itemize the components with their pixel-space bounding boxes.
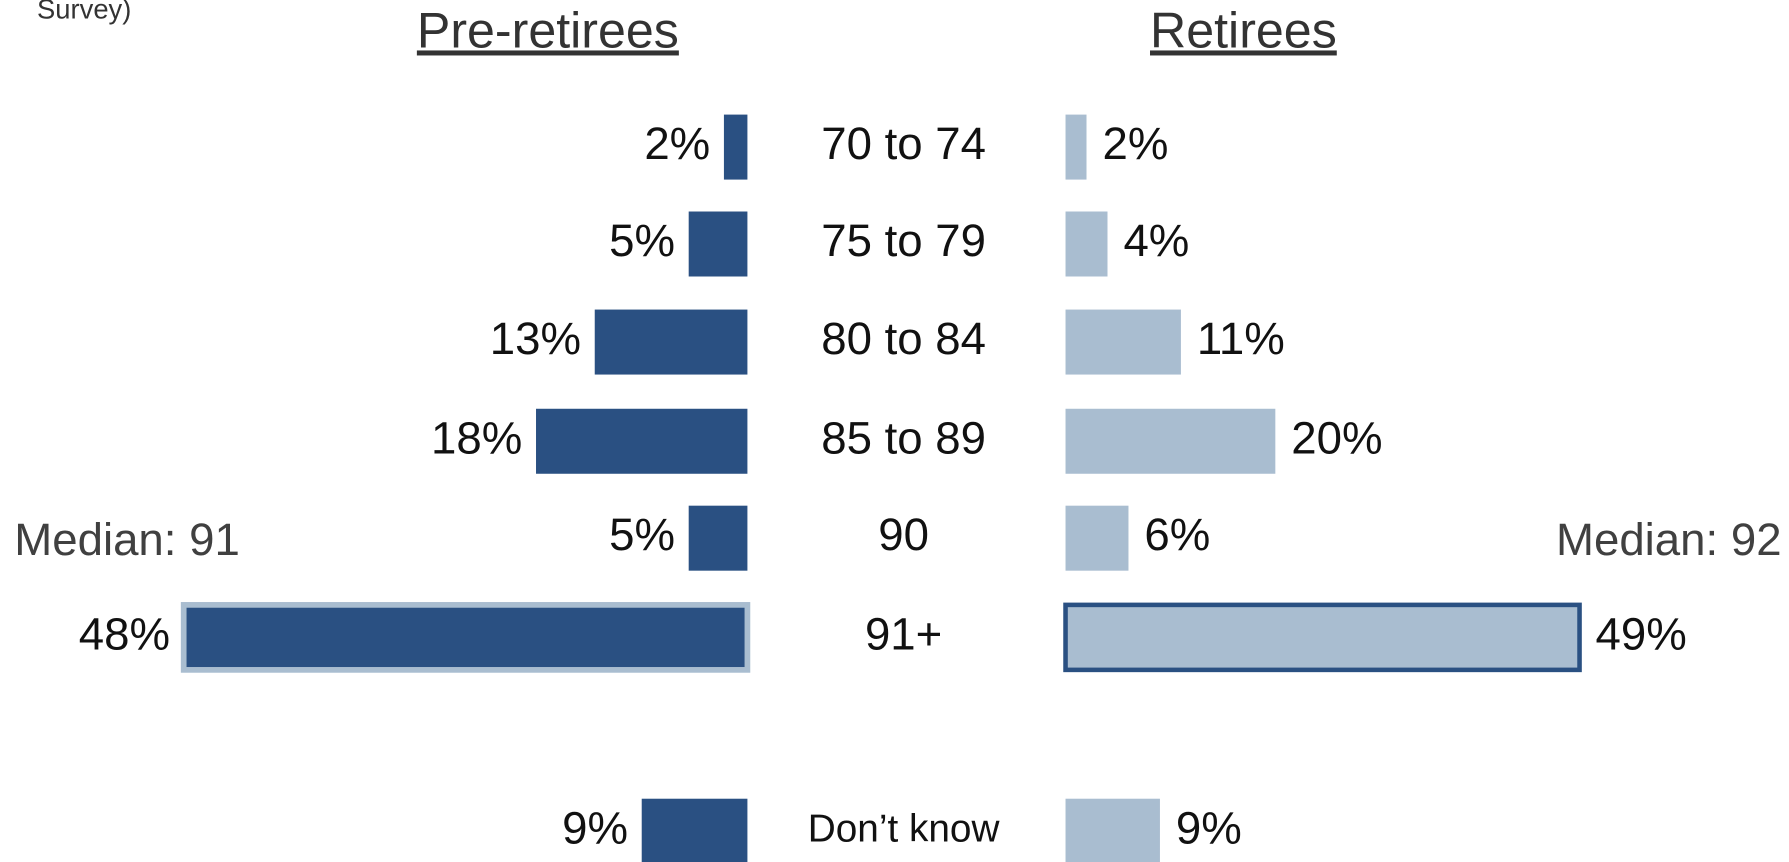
value-label: 20% xyxy=(1291,412,1382,463)
bar xyxy=(688,211,748,277)
category-label: 80 to 84 xyxy=(821,313,986,364)
value-label: 13% xyxy=(490,313,581,364)
series-title: Retirees xyxy=(1150,2,1337,58)
median-annotation: Median: 92 xyxy=(1556,514,1782,565)
value-label: 18% xyxy=(431,412,522,463)
bar xyxy=(1063,602,1582,673)
bar xyxy=(723,114,748,180)
value-label: 11% xyxy=(1197,313,1285,364)
subtitle: Survey) xyxy=(37,0,131,25)
value-label: 9% xyxy=(1176,802,1242,853)
value-label: 5% xyxy=(609,215,675,266)
bar xyxy=(1065,798,1160,862)
category-label: 91+ xyxy=(865,608,942,659)
bar xyxy=(1065,309,1181,375)
bar xyxy=(1065,211,1108,277)
series-title: Pre-retirees xyxy=(417,2,679,58)
value-label: 5% xyxy=(609,509,675,560)
value-label: 4% xyxy=(1123,215,1189,266)
bar xyxy=(180,602,751,673)
category-label: 70 to 74 xyxy=(821,118,986,169)
bar xyxy=(536,408,748,474)
category-label: Don’t know xyxy=(808,807,1001,850)
category-label: 75 to 79 xyxy=(821,215,986,266)
bar xyxy=(594,309,748,375)
bar xyxy=(1065,114,1087,180)
category-label: 90 xyxy=(878,509,929,560)
median-annotation: Median: 91 xyxy=(14,514,240,565)
value-label: 2% xyxy=(1102,118,1168,169)
value-label: 48% xyxy=(79,608,170,659)
value-label: 6% xyxy=(1144,509,1210,560)
bar xyxy=(641,798,748,862)
bar xyxy=(688,505,748,571)
value-label: 49% xyxy=(1596,608,1687,659)
value-label: 9% xyxy=(562,802,628,853)
category-label: 85 to 89 xyxy=(821,412,986,463)
bar xyxy=(1065,505,1129,571)
value-label: 2% xyxy=(644,118,710,169)
bar xyxy=(1065,408,1276,474)
